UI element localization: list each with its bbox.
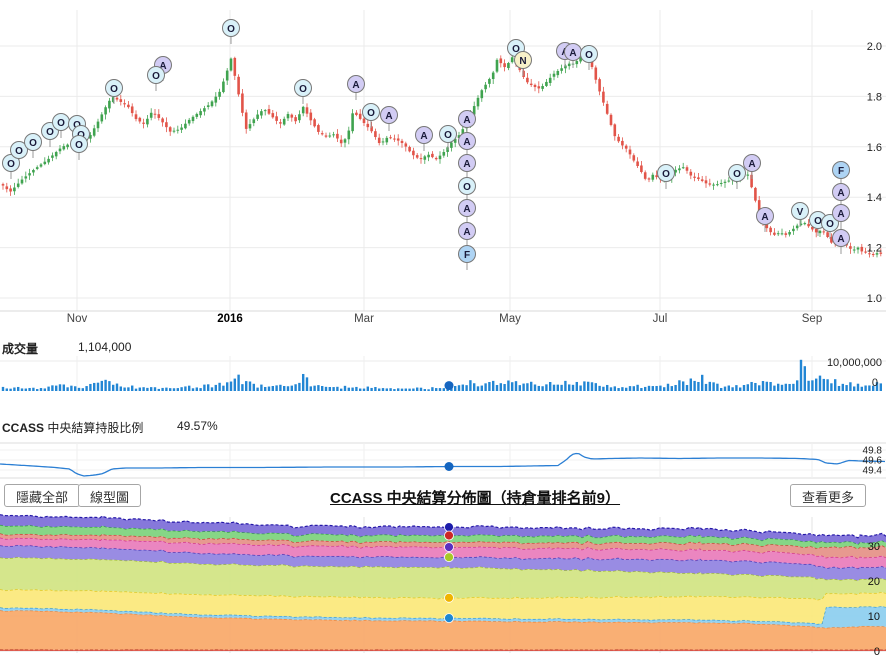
svg-text:O: O: [227, 24, 235, 35]
svg-text:Mar: Mar: [354, 313, 374, 325]
svg-text:O: O: [463, 182, 471, 193]
svg-text:A: A: [463, 227, 470, 238]
svg-text:1.0: 1.0: [867, 293, 882, 305]
view-more-button[interactable]: 查看更多: [790, 484, 867, 507]
svg-text:20: 20: [868, 576, 880, 588]
line-chart-button[interactable]: 線型圖: [78, 484, 142, 507]
svg-text:O: O: [585, 50, 593, 61]
svg-text:A: A: [748, 159, 755, 170]
svg-text:1.6: 1.6: [867, 142, 882, 154]
svg-text:A: A: [463, 159, 470, 170]
svg-text:A: A: [352, 80, 359, 91]
volume-row: 成交量 1,104,000: [2, 340, 131, 357]
svg-text:10,000,000: 10,000,000: [827, 357, 882, 369]
svg-text:O: O: [15, 146, 23, 157]
svg-text:O: O: [29, 138, 37, 149]
svg-text:Sep: Sep: [802, 313, 822, 325]
svg-text:10: 10: [868, 611, 880, 623]
svg-text:A: A: [837, 188, 844, 199]
ccass-holding-row: CCASS 中央結算持股比例 49.57%: [2, 419, 218, 436]
svg-text:1.8: 1.8: [867, 91, 882, 103]
svg-text:V: V: [797, 207, 804, 218]
ccass-label: 中央結算持股比例: [47, 421, 144, 435]
ccass-distribution-panel[interactable]: 30 20 10 0: [0, 514, 886, 658]
svg-text:A: A: [463, 204, 470, 215]
svg-text:1.4: 1.4: [867, 192, 882, 204]
svg-text:O: O: [110, 84, 118, 95]
svg-text:0: 0: [874, 646, 880, 658]
svg-text:Nov: Nov: [67, 313, 88, 325]
svg-text:A: A: [463, 115, 470, 126]
svg-text:O: O: [512, 44, 520, 55]
svg-text:O: O: [152, 71, 160, 82]
svg-text:Jul: Jul: [653, 313, 668, 325]
svg-text:O: O: [73, 120, 81, 131]
svg-text:30: 30: [868, 541, 880, 553]
svg-text:0: 0: [872, 377, 878, 389]
svg-text:O: O: [7, 159, 15, 170]
svg-text:A: A: [837, 209, 844, 220]
svg-text:A: A: [761, 212, 768, 223]
svg-text:F: F: [464, 250, 470, 261]
svg-text:O: O: [814, 216, 822, 227]
volume-panel[interactable]: 10,000,000 0: [0, 356, 886, 391]
svg-text:O: O: [46, 127, 54, 138]
svg-text:O: O: [733, 169, 741, 180]
svg-text:O: O: [662, 169, 670, 180]
svg-text:A: A: [420, 131, 427, 142]
svg-text:O: O: [367, 108, 375, 119]
ccass-holding-value: 49.57%: [177, 419, 218, 433]
svg-text:F: F: [838, 166, 844, 177]
svg-text:O: O: [444, 130, 452, 141]
svg-text:2016: 2016: [217, 313, 243, 325]
svg-text:O: O: [826, 219, 834, 230]
svg-text:O: O: [75, 140, 83, 151]
hide-all-button[interactable]: 隱藏全部: [4, 484, 81, 507]
volume-value: 1,104,000: [78, 340, 132, 354]
svg-text:N: N: [519, 56, 526, 67]
distribution-title-link[interactable]: CCASS 中央結算分佈圖（持倉量排名前9）: [330, 490, 621, 507]
svg-text:49.6: 49.6: [863, 456, 883, 467]
price-panel[interactable]: OOOOOOOOOAOOOAOAAOAAAOAAFONAAOOOAAVOOFAA…: [0, 10, 886, 325]
svg-text:A: A: [385, 111, 392, 122]
svg-text:2.0: 2.0: [867, 41, 882, 53]
svg-text:O: O: [299, 84, 307, 95]
volume-label: 成交量: [2, 342, 39, 356]
ccass-holding-panel[interactable]: 49.849.649.4: [0, 442, 886, 479]
svg-text:A: A: [837, 234, 844, 245]
svg-text:May: May: [499, 313, 521, 325]
svg-text:49.4: 49.4: [863, 466, 883, 477]
svg-text:49.8: 49.8: [863, 446, 883, 457]
svg-text:1.2: 1.2: [867, 243, 882, 255]
svg-text:A: A: [463, 137, 470, 148]
svg-text:O: O: [57, 118, 65, 129]
ccass-label-prefix: CCASS: [2, 421, 45, 435]
svg-text:A: A: [159, 61, 166, 72]
svg-text:A: A: [569, 48, 576, 59]
